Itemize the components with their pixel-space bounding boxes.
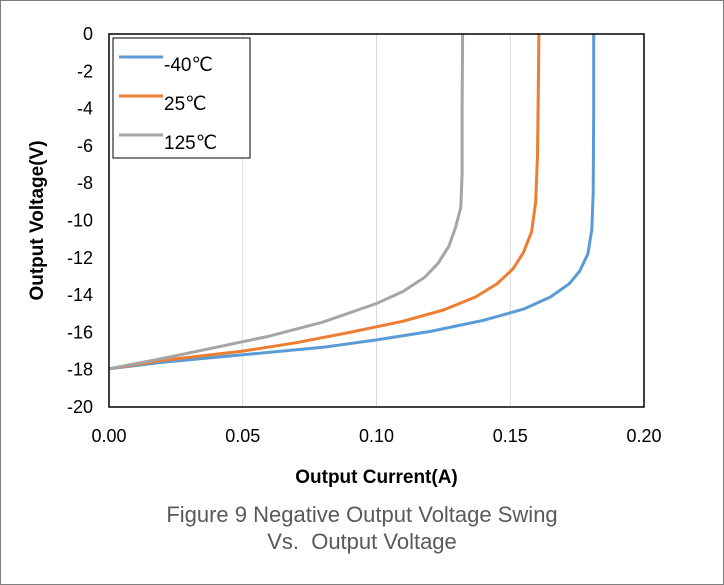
plot-area-border <box>108 33 645 408</box>
x-tick-label: 0.20 <box>626 426 661 446</box>
y-tick-label: -4 <box>77 99 93 119</box>
legend-label-minus40: -40℃ <box>164 55 213 76</box>
y-tick-label: -6 <box>77 136 93 156</box>
tick-labels: 0.00 0.05 0.10 0.15 0.20 0 -2 -4 -6 -8 -10 -12 -14 -1… <box>67 24 662 446</box>
x-axis-title: Output Current(A) <box>295 467 458 488</box>
x-tick-label: 0.10 <box>359 426 394 446</box>
legend: -40℃ 25℃ 125℃ <box>112 37 251 159</box>
y-tick-label: -18 <box>67 360 93 380</box>
caption-line-2: Vs. Output Voltage <box>267 529 457 554</box>
y-axis-title: Output Voltage(V) <box>27 140 48 300</box>
y-tick-label: -10 <box>67 211 93 231</box>
y-tick-label: -2 <box>77 61 93 81</box>
series-lines <box>108 33 596 371</box>
chart-canvas: 0.00 0.05 0.10 0.15 0.20 0 -2 -4 -6 -8 -10 -12 -14 -1… <box>27 24 662 488</box>
series-line-0 <box>108 34 596 371</box>
y-tick-label: -8 <box>77 173 93 193</box>
series-line-2 <box>108 33 465 371</box>
legend-label-25: 25℃ <box>164 94 206 115</box>
y-tick-label: -16 <box>67 322 93 342</box>
legend-label-125: 125℃ <box>164 133 217 154</box>
y-tick-label: -14 <box>67 285 93 305</box>
caption-line-1: Figure 9 Negative Output Voltage Swing <box>166 502 558 527</box>
x-tick-label: 0.00 <box>91 426 126 446</box>
series-line-1 <box>108 33 541 371</box>
y-tick-label: -12 <box>67 248 93 268</box>
y-tick-label: 0 <box>83 24 93 44</box>
y-tick-label: -20 <box>67 397 93 417</box>
x-tick-label: 0.15 <box>493 426 528 446</box>
figure-caption: Figure 9 Negative Output Voltage Swing V… <box>1 501 723 555</box>
x-tick-label: 0.05 <box>225 426 260 446</box>
